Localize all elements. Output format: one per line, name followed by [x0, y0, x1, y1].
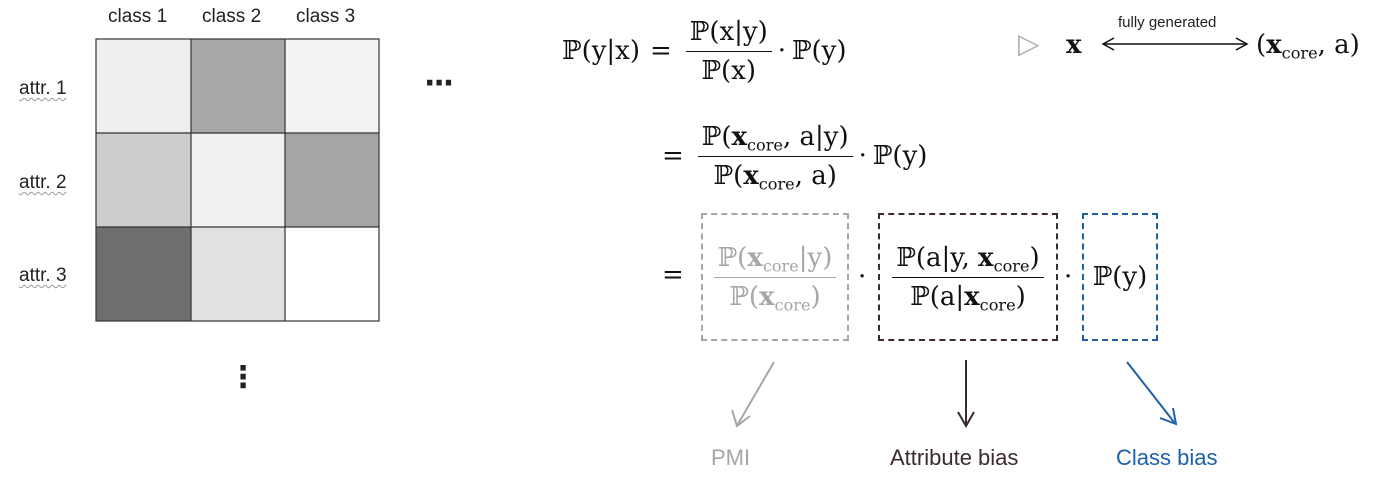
equals-3: =	[662, 260, 684, 290]
class-arrow-icon	[1126, 361, 1178, 426]
pmi-numerator: ℙ(xcore|y)	[717, 242, 833, 276]
column-label-class-1: class 1	[108, 6, 168, 27]
arrow-label: fully generated	[1118, 14, 1217, 31]
row-label-attr-2: attr. 2	[19, 172, 67, 193]
line2-numerator: ℙ(xcore, a|y)	[701, 121, 849, 155]
triangle-bullet-icon: ▷	[1018, 27, 1040, 60]
pmi-label: PMI	[711, 445, 751, 470]
line1-fraction: ℙ(x|y) ℙ(x)	[685, 16, 772, 86]
class-bias-label: Class bias	[1116, 445, 1218, 470]
matrix-grid	[95, 38, 380, 322]
cell-attr3-class2	[191, 227, 285, 321]
equals-2: =	[662, 141, 684, 171]
cell-attr1-class1	[96, 39, 191, 133]
line1-prior: ℙ(y)	[791, 36, 847, 66]
line1-numerator: ℙ(x|y)	[689, 16, 768, 47]
equals-1: =	[649, 36, 672, 66]
pmi-arrow-icon	[731, 361, 775, 428]
line2-denominator: ℙ(xcore, a)	[713, 160, 837, 194]
pmi-box	[701, 213, 849, 341]
vertical-ellipsis: ⋮	[228, 360, 258, 395]
horizontal-ellipsis: ···	[424, 66, 454, 101]
cell-attr2-class3	[285, 133, 379, 227]
line1-denominator: ℙ(x)	[701, 55, 756, 86]
attribute-term: ℙ(a|y, xcore) ℙ(a|xcore)	[878, 213, 1058, 341]
cell-attr2-class1	[96, 133, 191, 227]
equation-line-1: ℙ (y|x) = ℙ(x|y) ℙ(x) · ℙ(y)	[562, 18, 847, 84]
attribute-numerator: ℙ(a|y, xcore)	[896, 242, 1040, 276]
line2-prior: ℙ(y)	[872, 141, 928, 171]
dot-3a: ·	[858, 262, 867, 292]
lhs-prob: ℙ	[562, 36, 582, 66]
attribute-box	[878, 213, 1058, 341]
pmi-denominator: ℙ(xcore)	[729, 281, 821, 315]
cell-attr3-class3	[285, 227, 379, 321]
equation-line-2: = ℙ(xcore, a|y) ℙ(xcore, a) · ℙ(y)	[662, 116, 927, 196]
dot-3b: ·	[1064, 262, 1073, 292]
attribute-denominator: ℙ(a|xcore)	[910, 281, 1026, 315]
attribute-arrow-icon	[957, 360, 975, 429]
pmi-term: ℙ(xcore|y) ℙ(xcore)	[701, 213, 849, 341]
cell-attr1-class3	[285, 39, 379, 133]
column-label-class-2: class 2	[202, 6, 262, 27]
row-label-attr-3: attr. 3	[19, 265, 67, 286]
class-box	[1082, 213, 1158, 341]
row-label-attr-1: attr. 1	[19, 78, 67, 99]
cell-attr2-class2	[191, 133, 285, 227]
dot-2: ·	[858, 141, 867, 171]
column-label-class-3: class 3	[296, 6, 356, 27]
gen-x: x	[1066, 30, 1082, 60]
cell-attr3-class1	[96, 227, 191, 321]
line2-fraction: ℙ(xcore, a|y) ℙ(xcore, a)	[697, 121, 853, 194]
double-arrow-icon	[1101, 37, 1249, 51]
lhs-args: (y|x)	[581, 36, 640, 66]
dot-1: ·	[777, 36, 786, 66]
gen-rhs: (xcore, a)	[1256, 30, 1360, 63]
cell-attr1-class2	[191, 39, 285, 133]
annotation-arrows	[731, 360, 1178, 429]
class-term: ℙ(y)	[1092, 262, 1148, 292]
attribute-bias-label: Attribute bias	[890, 445, 1019, 470]
